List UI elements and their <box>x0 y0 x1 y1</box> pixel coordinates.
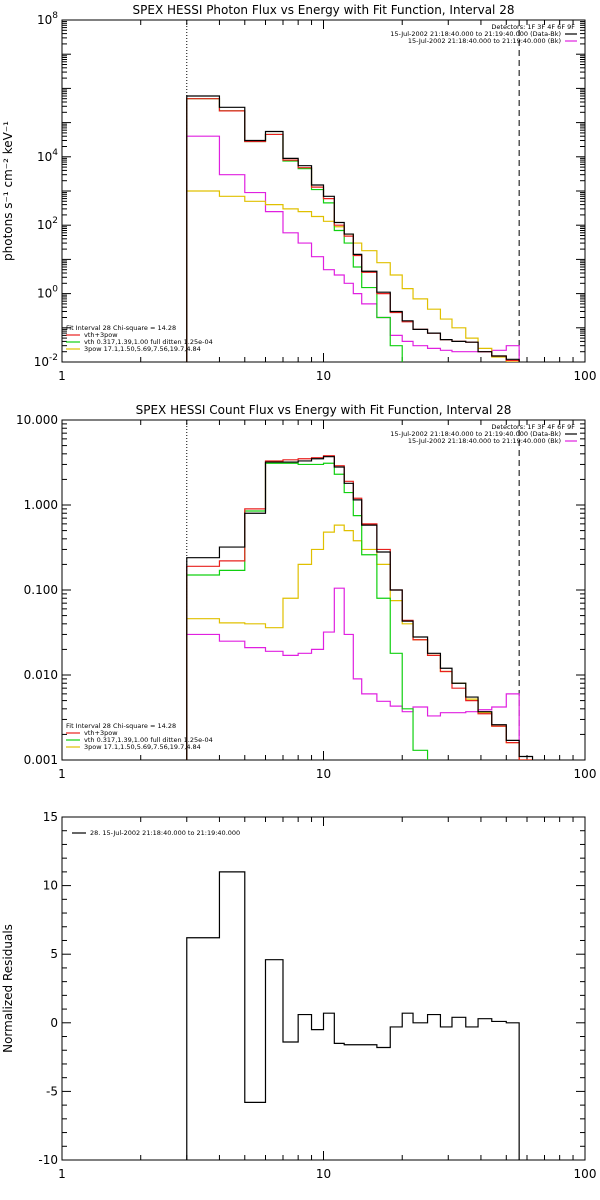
y-tick-label: -10 <box>38 1153 58 1167</box>
legend-top-line: 28. 15-Jul-2002 21:18:40.000 to 21:19:40… <box>90 829 240 837</box>
x-tick-label: 1 <box>58 1167 66 1181</box>
legend-top-line: 15-Jul-2002 21:18:40.000 to 21:19:40.000… <box>408 437 561 445</box>
y-tick-label: 100 <box>37 285 58 301</box>
legend-top-line: 15-Jul-2002 21:18:40.000 to 21:19:40.000… <box>390 30 561 38</box>
y-axis-label: photons s⁻¹ cm⁻² keV⁻¹ <box>1 121 15 261</box>
x-tick-label: 10 <box>316 767 331 781</box>
series-line-yellow <box>186 524 534 760</box>
legend-top-line: Detectors: 1F 3F 4F 6F 9F <box>491 423 575 431</box>
y-tick-label: 0.010 <box>24 668 58 682</box>
series-line-red <box>186 455 534 760</box>
x-axis: 1 10 100 <box>58 420 596 781</box>
y-tick-label: 10-2 <box>34 353 58 369</box>
legend-bottom-line: vth 0.317,1.39,1.00 full ditten 1.25e-04 <box>84 736 213 744</box>
y-tick-label: 5 <box>50 947 58 961</box>
series-line-black <box>186 871 520 1160</box>
y-tick-exponent: 2 <box>52 216 58 226</box>
x-tick-label: 1 <box>58 369 66 383</box>
y-tick-label: 102 <box>37 216 58 232</box>
y-tick-label: 10 <box>43 879 58 893</box>
legend-top: 28. 15-Jul-2002 21:18:40.000 to 21:19:40… <box>72 829 240 837</box>
y-tick-label: 0 <box>50 1016 58 1030</box>
chart-title: SPEX HESSI Photon Flux vs Energy with Fi… <box>133 3 515 17</box>
y-tick-label: 104 <box>37 148 58 164</box>
legend-bottom-line: vth+3pow <box>84 331 118 339</box>
count-flux-panel: SPEX HESSI Count Flux vs Energy with Fit… <box>16 403 596 781</box>
series-group <box>186 871 520 1160</box>
y-tick-base: 10 <box>34 355 49 369</box>
legend-top-line: 15-Jul-2002 21:18:40.000 to 21:19:40.000… <box>408 37 561 45</box>
y-tick-label: 0.001 <box>24 753 58 767</box>
y-tick-base: 10 <box>37 287 52 301</box>
series-line-yellow <box>186 190 520 362</box>
plot-frame <box>61 816 586 1161</box>
y-tick-label: 15 <box>43 810 58 824</box>
y-tick-base: 10 <box>37 218 52 232</box>
x-tick-label: 1 <box>58 767 66 781</box>
y-tick-label: 0.100 <box>24 583 58 597</box>
residuals-panel: 1 10 100 -10 -5 0 5 10 15 Normalized Residuals 28.… <box>1 810 596 1181</box>
y-tick-label: -5 <box>46 1084 58 1098</box>
series-line-black <box>186 456 534 760</box>
series-line-green <box>186 462 429 760</box>
y-tick-base: 10 <box>37 150 52 164</box>
x-tick-label: 100 <box>574 1167 597 1181</box>
legend-bottom-line: 3pow 17.1,1.50,5.69,7.56,19.7,4.84 <box>84 345 201 353</box>
legend-bottom-line: vth+3pow <box>84 729 118 737</box>
x-axis: 1 10 100 <box>58 20 596 383</box>
y-tick-exponent: 0 <box>52 285 58 295</box>
legend-top-line: Detectors: 1F 3F 4F 6F 9F <box>491 23 575 31</box>
legend-bottom-line: Fit Interval 28 Chi-square = 14.28 <box>66 324 176 332</box>
series-group <box>186 455 534 760</box>
legend-bottom: Fit Interval 28 Chi-square = 14.28vth+3p… <box>66 722 213 751</box>
y-axis-label: Normalized Residuals <box>1 924 15 1053</box>
x-tick-label: 10 <box>316 369 331 383</box>
series-line-black <box>186 95 520 362</box>
series-line-magenta <box>186 135 520 362</box>
series-line-green <box>186 98 403 362</box>
y-tick-exponent: -2 <box>49 353 58 363</box>
plot-frame <box>61 419 586 761</box>
y-tick-label: 1.000 <box>24 498 58 512</box>
y-axis: 0.001 0.010 0.100 1.000 10.000 <box>16 413 585 767</box>
x-tick-label: 100 <box>574 767 597 781</box>
x-tick-label: 100 <box>574 369 597 383</box>
y-tick-base: 10 <box>37 13 52 27</box>
y-tick-exponent: 4 <box>52 148 58 158</box>
legend-top-line: 15-Jul-2002 21:18:40.000 to 21:19:40.000… <box>390 430 561 438</box>
legend-bottom-line: 3pow 17.1,1.50,5.69,7.56,19.7,4.84 <box>84 743 201 751</box>
legend-bottom-line: vth 0.317,1.39,1.00 full ditten 1.25e-04 <box>84 338 213 346</box>
chart-title: SPEX HESSI Count Flux vs Energy with Fit… <box>136 403 512 417</box>
photon-flux-panel: SPEX HESSI Photon Flux vs Energy with Fi… <box>1 3 596 383</box>
series-group <box>186 95 520 362</box>
y-axis: -10 -5 0 5 10 15 <box>38 810 585 1167</box>
legend-bottom-line: Fit Interval 28 Chi-square = 14.28 <box>66 722 176 730</box>
series-line-magenta <box>186 587 520 760</box>
y-tick-label: 108 <box>37 11 58 27</box>
y-tick-label: 10.000 <box>16 413 58 427</box>
y-tick-exponent: 8 <box>52 11 58 21</box>
legend-bottom: Fit Interval 28 Chi-square = 14.28vth+3p… <box>66 324 213 353</box>
x-tick-label: 10 <box>316 1167 331 1181</box>
x-axis: 1 10 100 <box>58 817 596 1181</box>
